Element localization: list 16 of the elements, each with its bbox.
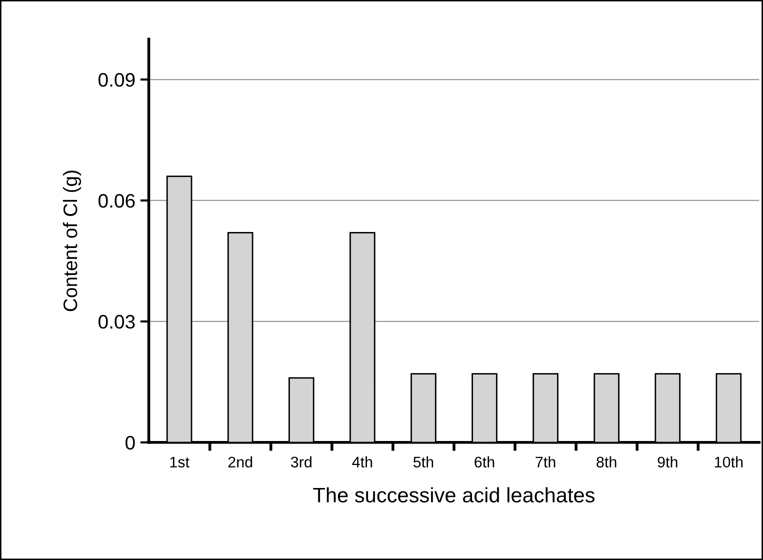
y-tick-label: 0.06 (98, 194, 135, 208)
x-tick-label: 9th (658, 456, 678, 468)
x-tick-label: 6th (474, 456, 494, 468)
y-tick-label: 0.09 (98, 72, 135, 87)
x-axis-title: The successive acid leachates (313, 487, 595, 502)
y-tick-label: 0 (126, 436, 135, 450)
x-tick-label: 8th (596, 456, 616, 468)
y-axis-title: Content of Cl (g) (62, 170, 82, 312)
x-tick-label: 2nd (228, 456, 252, 468)
x-tick-label: 5th (413, 456, 434, 468)
x-tick-label: 3rd (290, 456, 312, 468)
x-tick-label: 4th (352, 456, 372, 468)
x-tick-label: 10th (714, 456, 743, 468)
y-tick-label: 0.03 (98, 314, 135, 329)
x-tick-label: 1st (170, 456, 190, 468)
x-tick-label: 7th (536, 456, 556, 468)
